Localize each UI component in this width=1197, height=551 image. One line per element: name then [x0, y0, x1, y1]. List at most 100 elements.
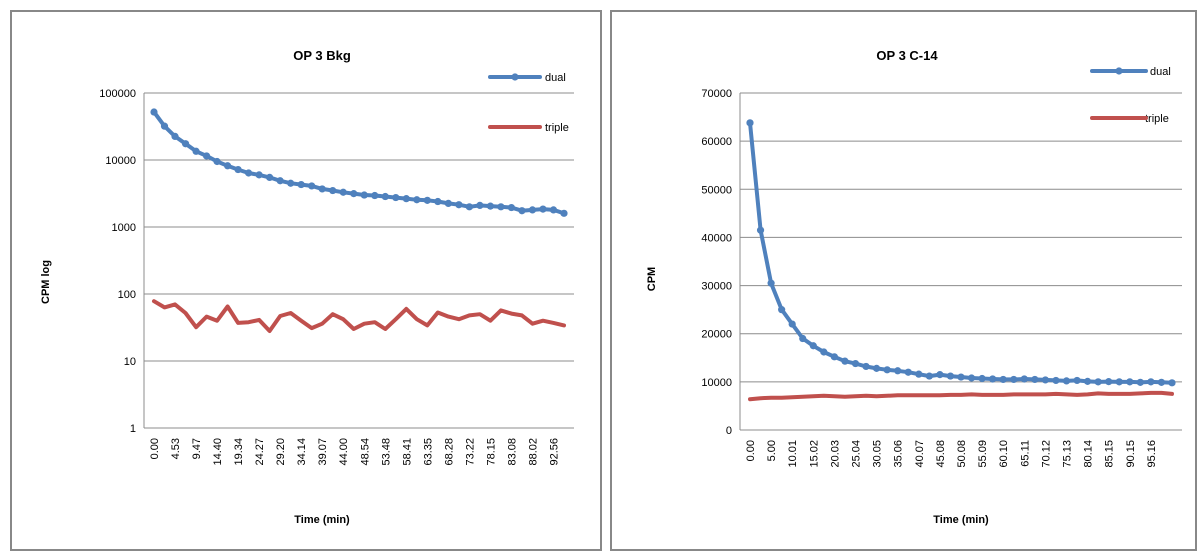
data-point-dual [539, 205, 547, 213]
data-point-dual [788, 320, 796, 328]
data-point-dual [245, 169, 253, 177]
data-point-dual [925, 372, 933, 380]
chart-panel-bkg: OP 3 Bkg CPM log Time (min) dual triple … [10, 10, 602, 551]
y-axis-label: CPM [646, 267, 658, 291]
data-point-dual [1031, 375, 1039, 384]
x-tick-label: 35.06 [893, 440, 905, 468]
data-point-dual [202, 152, 211, 160]
data-point-dual [223, 162, 232, 170]
x-tick-label: 25.04 [851, 440, 863, 468]
data-point-dual [444, 199, 452, 208]
legend-marker-dual [1115, 67, 1123, 75]
x-tick-label: 39.07 [317, 438, 329, 466]
data-point-dual [1115, 378, 1123, 386]
x-tick-label: 24.27 [254, 438, 266, 466]
legend-dual-label: dual [545, 72, 566, 84]
legend-triple-label: triple [1145, 113, 1169, 125]
data-point-dual [381, 192, 389, 201]
y-tick-label: 100000 [99, 88, 136, 100]
x-tick-label: 34.14 [296, 438, 308, 466]
data-point-dual [862, 362, 870, 371]
data-point-dual [497, 203, 505, 211]
x-tick-label: 50.08 [956, 440, 968, 468]
legend-dual-label: dual [1150, 66, 1171, 78]
x-tick-label: 55.09 [977, 440, 989, 468]
x-tick-label: 60.10 [998, 440, 1010, 468]
data-point-dual [371, 191, 379, 200]
y-tick-label: 10000 [105, 155, 136, 167]
x-tick-label: 48.54 [359, 438, 371, 466]
data-point-dual [476, 201, 484, 210]
data-point-dual [904, 368, 912, 376]
chart-title: OP 3 Bkg [293, 48, 351, 63]
y-tick-label: 1000 [112, 222, 136, 234]
x-tick-label: 83.08 [506, 438, 518, 466]
x-tick-label: 15.02 [808, 440, 820, 468]
x-tick-label: 19.34 [233, 438, 245, 466]
data-point-dual [318, 185, 326, 193]
x-tick-label: 29.20 [275, 438, 287, 466]
data-point-dual [936, 371, 944, 379]
data-point-dual [767, 279, 775, 287]
x-tick-label: 9.47 [191, 438, 203, 459]
data-point-dual [465, 203, 473, 211]
data-point-dual [894, 367, 902, 375]
data-point-dual [978, 374, 986, 383]
data-point-dual [1105, 378, 1113, 386]
data-point-dual [746, 119, 754, 127]
data-point-dual [434, 197, 442, 206]
data-point-dual [999, 375, 1007, 384]
data-point-dual [255, 171, 263, 179]
chart-title: OP 3 C-14 [876, 48, 938, 63]
x-tick-label: 78.15 [485, 438, 497, 466]
legend-marker-dual [511, 73, 519, 81]
data-point-dual [192, 147, 200, 155]
data-point-dual [171, 132, 179, 141]
data-point-dual [1073, 376, 1081, 385]
y-axis-label: CPM log [40, 260, 52, 304]
x-tick-label: 44.00 [338, 438, 350, 466]
data-point-dual [915, 370, 923, 378]
data-point-dual [809, 342, 817, 350]
y-tick-label: 70000 [701, 88, 732, 100]
data-point-dual [423, 196, 431, 204]
data-point-dual [160, 122, 169, 130]
data-point-dual [518, 207, 526, 215]
series-line-dual [152, 110, 566, 216]
x-tick-label: 63.35 [422, 438, 434, 466]
data-point-dual [967, 374, 976, 382]
x-tick-label: 65.11 [1019, 440, 1031, 467]
data-point-dual [329, 186, 337, 195]
x-tick-label: 4.53 [170, 438, 182, 459]
data-point-dual [181, 140, 190, 148]
x-tick-label: 53.48 [380, 438, 392, 466]
y-tick-label: 100 [118, 289, 136, 301]
x-tick-label: 90.15 [1125, 440, 1137, 468]
data-point-dual [1010, 375, 1018, 384]
data-point-dual [287, 179, 295, 187]
x-tick-label: 68.28 [443, 438, 455, 466]
series-line-triple [748, 390, 1174, 402]
x-tick-label: 73.22 [464, 438, 476, 466]
data-point-dual [989, 375, 997, 383]
y-tick-label: 30000 [701, 281, 732, 293]
data-point-dual [1041, 376, 1049, 384]
data-point-dual [1052, 376, 1060, 385]
x-tick-label: 14.40 [212, 438, 224, 466]
data-point-dual [528, 206, 537, 214]
data-point-dual [308, 182, 316, 190]
x-tick-label: 85.15 [1104, 440, 1116, 468]
data-point-dual [150, 108, 158, 116]
data-point-dual [851, 359, 860, 368]
y-tick-label: 20000 [701, 329, 732, 341]
x-tick-label: 30.05 [872, 440, 884, 468]
data-point-dual [549, 206, 558, 214]
data-point-dual [841, 357, 849, 365]
data-point-dual [1062, 377, 1071, 385]
data-point-dual [799, 334, 807, 343]
y-tick-label: 10 [124, 356, 136, 368]
data-point-dual [1020, 375, 1028, 383]
data-point-dual [560, 209, 568, 217]
chart-panel-c14: OP 3 C-14 CPM Time (min) dual triple 0 10… [610, 10, 1197, 551]
data-point-dual [1168, 379, 1176, 387]
